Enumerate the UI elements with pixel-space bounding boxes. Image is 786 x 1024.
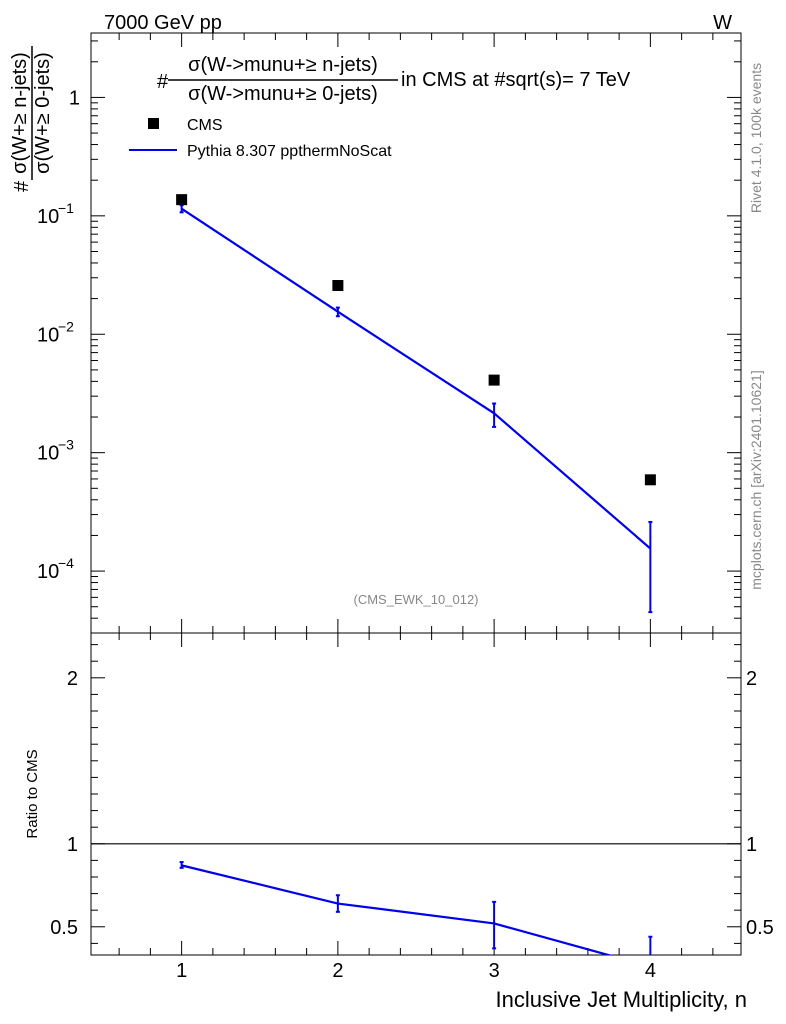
cms-data-point [488,374,500,386]
x-tick-labels: 1 2 3 4 [176,960,656,982]
ylabel-hash: # [11,180,33,192]
ratio-data-marks [91,843,741,955]
x-tick-label: 4 [645,960,656,982]
analysis-id: (CMS_EWK_10_012) [354,592,479,607]
cms-data-point [176,194,188,206]
x-tick-label: 3 [489,960,500,982]
main-ytick-exponent: −4 [58,555,74,571]
cms-data-point [332,280,344,292]
title-suffix: in CMS at #sqrt(s)= 7 TeV [401,69,631,91]
ratio-ytick-label-right: 2 [746,668,757,690]
legend-pythia-label: Pythia 8.307 ppthermNoScat [187,143,392,160]
title-denominator: σ(W->munu+≥ 0-jets) [188,83,378,105]
main-ytick-label: 1 [69,87,80,109]
pythia-line [181,207,652,550]
ylabel-numerator: σ(W+≥ n-jets) [9,52,31,174]
main-ytick-exponent: −1 [58,200,74,216]
x-tick-label: 1 [176,960,187,982]
rivet-info: Rivet 4.1.0, 100k events [748,63,764,213]
main-ytick-exponent: −2 [58,318,74,334]
ratio-y-axis-label: Ratio to CMS [24,749,41,838]
ratio-ytick-label-left: 2 [67,668,78,690]
main-ytick-label: 10 [37,206,59,228]
ratio-pythia-line [181,864,613,955]
ratio-axis-ticks [91,633,741,955]
cms-data-point [644,474,656,486]
legend-cms-marker [148,118,159,129]
main-axis-ticks [91,33,741,634]
ratio-ytick-label-left: 1 [67,834,78,856]
main-y-axis-label: # σ(W+≥ n-jets) σ(W+≥ 0-jets) [9,46,54,192]
ratio-ytick-labels: 0.5 0.5 1 1 2 2 [50,668,774,939]
x-axis-label: Inclusive Jet Multiplicity, n [496,987,747,1012]
main-ytick-label: 10 [37,324,59,346]
ratio-ytick-label-left: 0.5 [50,917,78,939]
beam-energy-label: 7000 GeV pp [104,12,222,34]
main-ytick-labels: 110−110−210−310−4 [37,87,80,583]
ratio-ytick-label-right: 0.5 [746,917,774,939]
main-data-marks [176,194,656,614]
ratio-plot-frame [90,632,742,956]
x-tick-label: 2 [332,960,343,982]
ylabel-denominator: σ(W+≥ 0-jets) [32,52,54,174]
ratio-ytick-label-right: 1 [746,834,757,856]
title-hash: # [157,71,169,93]
legend-cms-label: CMS [187,117,223,134]
main-ytick-label: 10 [37,561,59,583]
mcplots-credit: mcplots.cern.ch [arXiv:2401.10621] [748,370,764,589]
title-numerator: σ(W->munu+≥ n-jets) [188,54,378,76]
main-ytick-label: 10 [37,443,59,465]
main-ytick-exponent: −3 [58,437,74,453]
process-label: W [713,12,732,34]
ratio-series [179,861,653,955]
